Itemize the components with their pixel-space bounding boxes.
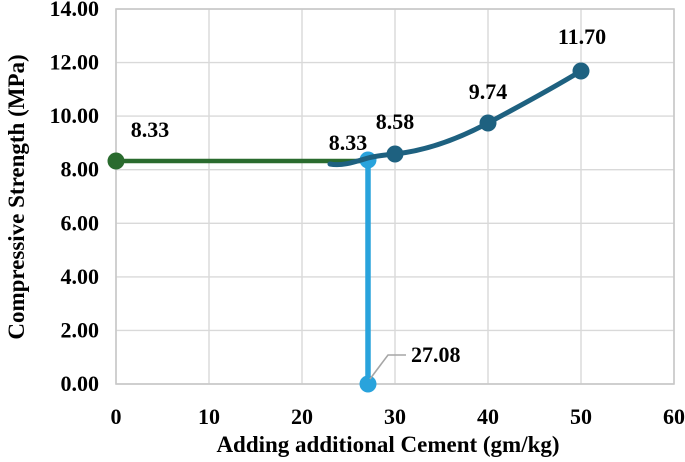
data-label: 9.74 <box>469 79 508 104</box>
y-axis-tick-labels: 0.00 2.00 4.00 6.00 8.00 10.00 12.00 14.… <box>50 0 100 396</box>
data-point-marker <box>386 145 404 163</box>
x-tick-label: 40 <box>477 404 499 429</box>
data-point-marker <box>572 62 590 80</box>
data-label: 8.33 <box>131 117 170 142</box>
data-label: 11.70 <box>558 24 606 49</box>
label-leader-line <box>369 354 406 380</box>
x-tick-label: 50 <box>570 404 592 429</box>
data-point-marker <box>107 152 125 170</box>
gridlines <box>115 8 675 385</box>
x-tick-label: 30 <box>384 404 406 429</box>
y-tick-label: 14.00 <box>50 0 100 21</box>
y-tick-label: 6.00 <box>61 210 100 235</box>
y-tick-label: 0.00 <box>61 371 100 396</box>
x-axis-tick-labels: 0 10 20 30 40 50 60 <box>111 404 685 429</box>
x-tick-label: 20 <box>291 404 313 429</box>
plot-area-border <box>115 8 675 385</box>
x-tick-label: 10 <box>198 404 220 429</box>
data-label: 8.33 <box>329 130 368 155</box>
x-tick-label: 60 <box>663 404 685 429</box>
data-point-marker <box>359 375 377 393</box>
annotation-label: 27.08 <box>411 342 461 367</box>
y-tick-label: 12.00 <box>50 50 100 75</box>
y-axis-title: Compressive Strength (MPa) <box>4 54 29 339</box>
y-tick-label: 2.00 <box>61 317 100 342</box>
data-label: 8.58 <box>376 109 415 134</box>
strength-curve <box>327 68 584 168</box>
y-tick-label: 8.00 <box>61 157 100 182</box>
y-tick-label: 4.00 <box>61 264 100 289</box>
data-point-marker <box>479 114 497 132</box>
x-axis-title: Adding additional Cement (gm/kg) <box>216 432 559 457</box>
x-tick-label: 0 <box>111 404 122 429</box>
y-tick-label: 10.00 <box>50 103 100 128</box>
